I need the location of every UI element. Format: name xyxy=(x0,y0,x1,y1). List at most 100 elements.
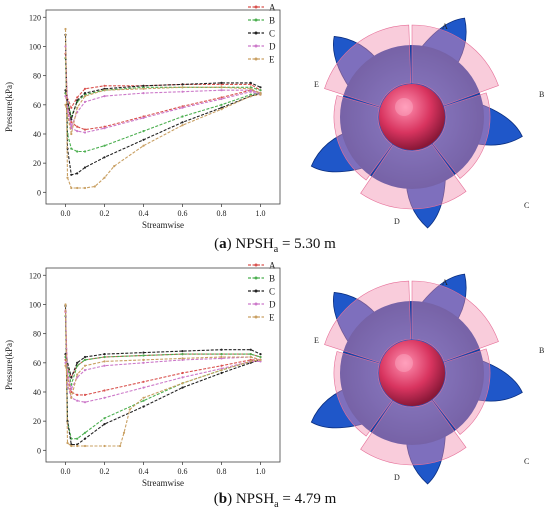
data-point xyxy=(142,92,145,95)
data-point xyxy=(181,124,184,127)
data-point xyxy=(249,355,252,359)
data-point xyxy=(259,89,262,92)
data-point xyxy=(249,348,252,351)
data-point xyxy=(76,130,79,133)
data-point xyxy=(259,358,262,361)
data-point xyxy=(76,361,79,364)
x-axis-label: Streamwise xyxy=(142,478,184,488)
legend-marker xyxy=(254,18,258,22)
data-point xyxy=(142,87,145,90)
data-point xyxy=(103,156,106,159)
legend-label: C xyxy=(269,287,275,297)
data-point xyxy=(83,358,87,361)
series-line-upper xyxy=(64,86,261,135)
data-point xyxy=(83,444,87,448)
data-point xyxy=(103,176,106,179)
data-point xyxy=(83,166,87,169)
legend-entry-E: E xyxy=(248,313,275,323)
pressure-surface xyxy=(324,24,412,107)
data-point xyxy=(181,357,184,360)
pressure-surface xyxy=(411,24,499,106)
data-point xyxy=(249,95,252,98)
data-point xyxy=(220,81,223,84)
data-point xyxy=(64,27,67,31)
data-point xyxy=(83,369,87,372)
data-point xyxy=(122,431,126,434)
blade-label-D: D xyxy=(394,217,400,226)
data-point xyxy=(70,376,73,379)
x-tick-label: 0.4 xyxy=(139,209,149,218)
data-point xyxy=(83,92,87,95)
data-point xyxy=(220,355,223,359)
pressure-surface xyxy=(333,351,393,437)
y-tick-label: 20 xyxy=(33,159,41,168)
panel-a: 0 20 40 60 80 100 120 0.0 0.2 0.4 0.6 0.8 1.0 Streamw… xyxy=(4,3,544,256)
legend-label: E xyxy=(269,55,275,65)
series-line-upper xyxy=(64,89,261,129)
hub-highlight xyxy=(395,354,413,372)
data-point xyxy=(64,364,67,367)
x-tick-label: 0.2 xyxy=(100,209,110,218)
data-point xyxy=(103,355,106,359)
legend-marker xyxy=(254,31,258,35)
data-point xyxy=(142,84,145,87)
data-point xyxy=(128,408,131,411)
data-point xyxy=(142,396,145,399)
data-point xyxy=(181,83,184,86)
data-point xyxy=(103,444,106,448)
data-point xyxy=(220,364,223,367)
data-point xyxy=(76,393,79,396)
series-line-lower xyxy=(64,310,261,403)
data-point xyxy=(83,364,87,367)
pressure-surface xyxy=(360,400,467,466)
data-point xyxy=(142,386,145,389)
data-point xyxy=(181,386,184,389)
data-point xyxy=(103,396,106,399)
data-point xyxy=(181,106,184,109)
x-tick-label: 1.0 xyxy=(256,467,266,476)
x-tick-label: 0.6 xyxy=(178,467,188,476)
data-point xyxy=(70,132,73,136)
data-point xyxy=(220,348,223,351)
legend-marker xyxy=(254,289,258,293)
data-point xyxy=(76,150,79,153)
x-tick-label: 0.2 xyxy=(100,467,110,476)
series-line-upper xyxy=(64,83,261,109)
data-point xyxy=(64,303,67,306)
data-point xyxy=(220,97,223,101)
data-point xyxy=(76,437,79,440)
y-tick-label: 20 xyxy=(33,417,41,426)
series-line-upper xyxy=(64,353,261,379)
data-point xyxy=(181,353,184,356)
legend-label: E xyxy=(269,313,275,323)
series-line-lower xyxy=(64,316,261,440)
data-point xyxy=(93,185,96,188)
data-point xyxy=(220,353,223,356)
y-tick-label: 0 xyxy=(37,188,41,197)
data-point xyxy=(142,138,145,141)
data-point xyxy=(249,90,252,93)
x-tick-label: 0.0 xyxy=(61,467,71,476)
data-point xyxy=(142,358,145,361)
pressure-chart-b: 0 20 40 60 80 100 120 0.0 0.2 0.4 0.6 0.8 1.0 Streamw… xyxy=(4,261,281,488)
y-tick-label: 40 xyxy=(33,388,41,397)
data-point xyxy=(103,389,106,392)
data-point xyxy=(103,127,106,130)
data-point xyxy=(142,405,145,408)
legend-label: D xyxy=(269,300,276,310)
impeller-render-b: A B C D E xyxy=(310,273,544,485)
data-point xyxy=(70,444,73,448)
data-point xyxy=(83,186,87,190)
x-axis-label: Streamwise xyxy=(142,220,184,230)
data-point xyxy=(249,87,252,90)
data-point xyxy=(83,95,87,98)
series-A xyxy=(64,52,262,131)
data-point xyxy=(220,89,223,92)
y-tick-label: 60 xyxy=(33,359,41,368)
blade-label-E: E xyxy=(314,80,319,89)
y-tick-label: 60 xyxy=(33,101,41,110)
legend-label: B xyxy=(269,274,275,284)
data-point xyxy=(83,437,87,440)
data-point xyxy=(66,441,69,445)
series-line-lower xyxy=(64,46,261,134)
